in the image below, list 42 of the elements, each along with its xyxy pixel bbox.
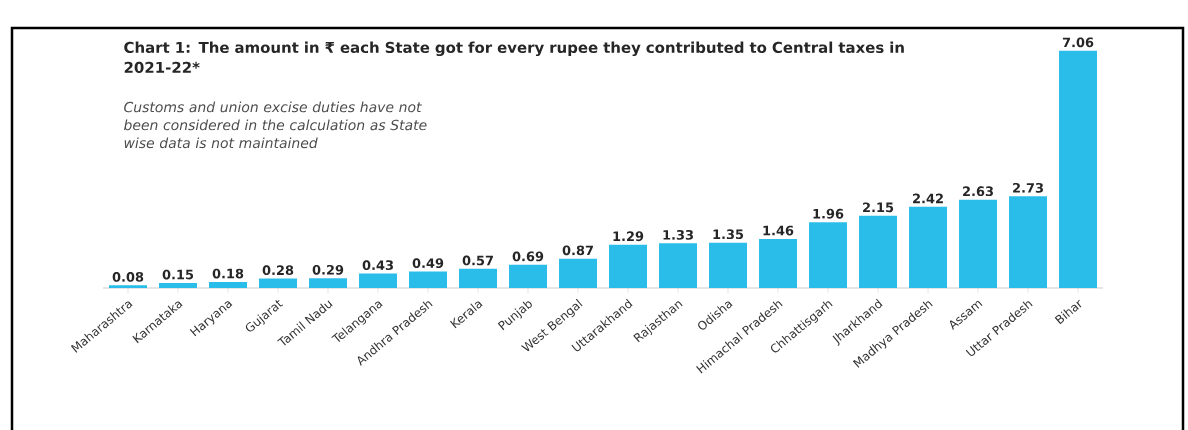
bar — [659, 243, 698, 288]
data-label: 0.28 — [262, 265, 294, 276]
bar — [559, 258, 598, 288]
bar — [909, 206, 948, 288]
bar — [609, 244, 648, 288]
bar — [509, 264, 548, 288]
data-label: 1.29 — [613, 231, 644, 242]
data-label: 0.57 — [462, 255, 493, 266]
data-label: 1.33 — [663, 230, 693, 240]
bar — [409, 271, 448, 288]
bar — [359, 273, 398, 288]
data-label: 0.43 — [362, 260, 393, 271]
bar — [159, 282, 198, 288]
bar — [759, 238, 798, 288]
data-label: 2.73 — [1013, 182, 1043, 193]
data-label: 0.08 — [112, 272, 144, 282]
bar — [259, 278, 298, 288]
bar — [1059, 50, 1098, 288]
data-label: 0.15 — [162, 269, 194, 280]
data-label: 2.63 — [963, 186, 993, 197]
data-label: 2.42 — [913, 193, 943, 204]
data-label: 1.35 — [713, 229, 744, 240]
data-label: 1.46 — [763, 225, 794, 236]
data-label: 2.15 — [863, 202, 894, 213]
data-label: 0.87 — [562, 245, 593, 256]
bar — [959, 199, 998, 288]
bar — [809, 222, 848, 288]
bar — [209, 281, 248, 288]
bar — [1009, 196, 1048, 288]
data-label: 7.06 — [1062, 37, 1094, 48]
bar — [459, 268, 498, 288]
data-label: 0.18 — [212, 268, 244, 279]
bar — [109, 285, 148, 288]
data-label: 0.69 — [512, 251, 544, 262]
chart-title: Chart 1: The amount in ₹ each State got for every rupee they contributed to Central taxes in 2021-22* — [124, 41, 904, 74]
bar — [709, 242, 748, 288]
data-label: 0.29 — [312, 264, 344, 275]
data-label: 1.96 — [813, 208, 844, 219]
annotation: Customs and union excise duties have not been considered in the calculation as State wise data is not maintained — [124, 101, 427, 149]
bar — [859, 215, 898, 288]
data-label: 0.49 — [412, 258, 444, 269]
bar — [309, 278, 348, 288]
